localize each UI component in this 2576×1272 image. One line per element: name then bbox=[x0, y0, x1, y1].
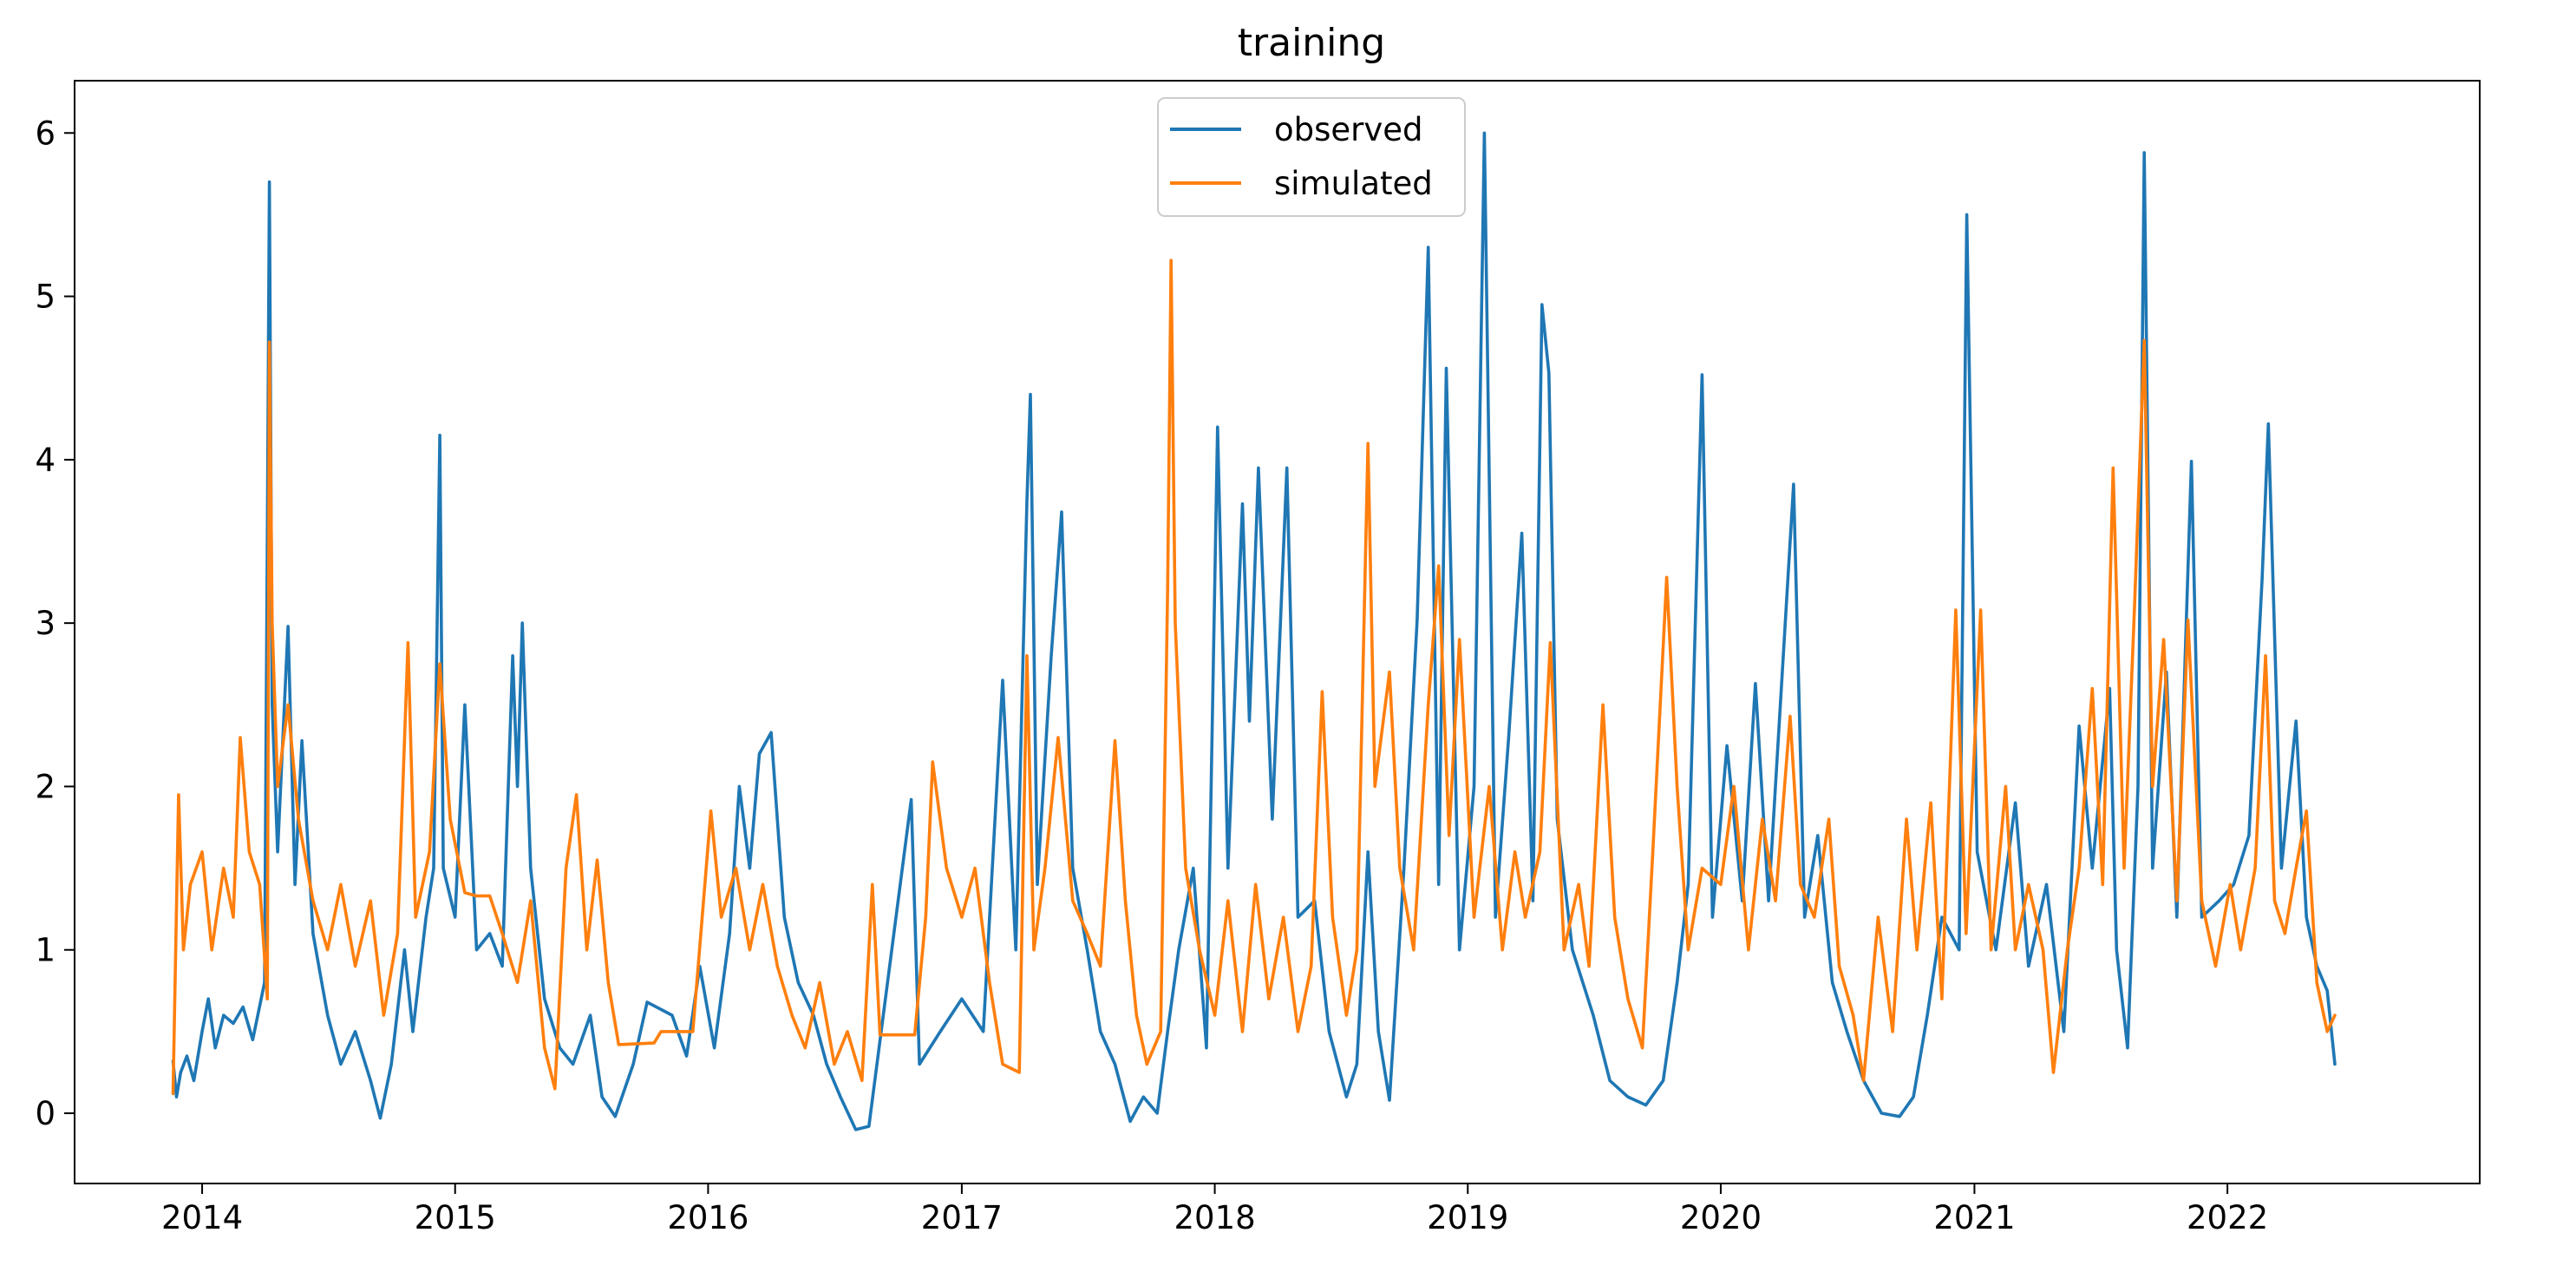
x-tick-label: 2016 bbox=[667, 1199, 749, 1236]
x-tick-label: 2020 bbox=[1680, 1199, 1762, 1236]
x-tick-label: 2015 bbox=[415, 1199, 496, 1236]
y-tick-label: 5 bbox=[35, 279, 56, 316]
plot-frame bbox=[74, 80, 2481, 1184]
y-tick-label: 2 bbox=[35, 768, 56, 805]
x-tick-label: 2014 bbox=[161, 1199, 243, 1236]
y-tick-label: 0 bbox=[35, 1095, 56, 1132]
legend-label-observed: observed bbox=[1274, 111, 1423, 148]
y-tick-label: 6 bbox=[35, 115, 56, 152]
x-tick-label: 2017 bbox=[921, 1199, 1003, 1236]
x-tick-label: 2022 bbox=[2187, 1199, 2268, 1236]
y-tick-label: 3 bbox=[35, 605, 56, 642]
chart-title: training bbox=[1238, 21, 1385, 65]
legend-label-simulated: simulated bbox=[1274, 165, 1433, 202]
x-tick-label: 2018 bbox=[1174, 1199, 1255, 1236]
y-tick-label: 4 bbox=[35, 442, 56, 479]
axes: 2014 2015 2016 2017 2018 2019 2020 2021 2022 0 1 2 3… bbox=[35, 80, 2481, 1236]
y-tick-label: 1 bbox=[35, 932, 56, 969]
x-tick-label: 2021 bbox=[1933, 1199, 2015, 1236]
legend: observed simulated bbox=[1157, 97, 1466, 217]
plot-area bbox=[171, 131, 2337, 1131]
x-tick-label: 2019 bbox=[1427, 1199, 1508, 1236]
series-line-simulated bbox=[171, 259, 2337, 1096]
series-line-observed bbox=[171, 131, 2337, 1131]
